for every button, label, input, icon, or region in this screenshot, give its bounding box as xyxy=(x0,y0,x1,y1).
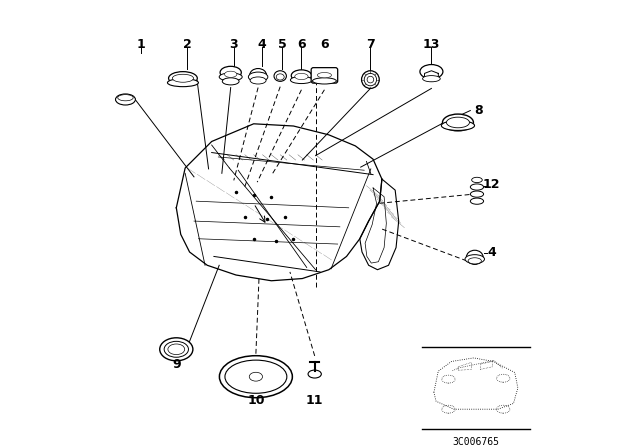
Ellipse shape xyxy=(470,191,484,197)
Ellipse shape xyxy=(219,73,242,81)
Ellipse shape xyxy=(362,71,380,88)
Ellipse shape xyxy=(118,95,133,101)
Ellipse shape xyxy=(442,121,474,130)
Ellipse shape xyxy=(160,338,193,361)
Text: 4: 4 xyxy=(257,38,266,51)
Ellipse shape xyxy=(312,78,337,84)
Ellipse shape xyxy=(248,72,268,82)
Text: 2: 2 xyxy=(183,38,192,51)
Ellipse shape xyxy=(168,344,185,355)
Ellipse shape xyxy=(168,79,198,86)
Text: 7: 7 xyxy=(366,38,375,51)
Text: 8: 8 xyxy=(474,104,483,117)
Text: 12: 12 xyxy=(483,178,500,191)
Ellipse shape xyxy=(220,356,292,398)
Ellipse shape xyxy=(250,77,266,84)
Ellipse shape xyxy=(422,76,440,82)
Ellipse shape xyxy=(317,73,332,78)
Ellipse shape xyxy=(364,73,376,86)
Text: 1: 1 xyxy=(136,38,145,51)
Ellipse shape xyxy=(291,70,312,82)
Ellipse shape xyxy=(249,372,262,381)
Ellipse shape xyxy=(470,198,484,204)
Text: 4: 4 xyxy=(487,246,496,258)
Ellipse shape xyxy=(442,114,474,131)
Ellipse shape xyxy=(168,72,197,85)
Ellipse shape xyxy=(115,94,136,105)
Text: 11: 11 xyxy=(306,394,323,407)
Ellipse shape xyxy=(172,74,193,82)
Ellipse shape xyxy=(222,78,239,85)
Ellipse shape xyxy=(468,258,481,264)
Text: 10: 10 xyxy=(247,394,264,407)
Ellipse shape xyxy=(465,254,484,263)
Ellipse shape xyxy=(470,184,484,190)
Ellipse shape xyxy=(274,71,286,82)
Ellipse shape xyxy=(295,73,308,80)
Ellipse shape xyxy=(250,69,266,82)
Ellipse shape xyxy=(447,117,470,128)
Ellipse shape xyxy=(472,177,483,183)
Ellipse shape xyxy=(367,76,374,83)
Ellipse shape xyxy=(220,66,241,79)
Ellipse shape xyxy=(308,370,321,378)
Text: 6: 6 xyxy=(297,38,306,51)
Ellipse shape xyxy=(225,71,237,78)
Ellipse shape xyxy=(467,250,483,264)
Ellipse shape xyxy=(164,341,188,357)
FancyBboxPatch shape xyxy=(311,68,338,83)
Text: 9: 9 xyxy=(172,358,180,371)
Text: 5: 5 xyxy=(278,38,287,51)
Text: 6: 6 xyxy=(320,38,329,51)
Ellipse shape xyxy=(276,74,284,80)
Ellipse shape xyxy=(291,77,312,84)
Ellipse shape xyxy=(420,65,443,79)
Text: 3: 3 xyxy=(230,38,238,51)
Ellipse shape xyxy=(225,360,287,393)
Text: 13: 13 xyxy=(423,38,440,51)
Text: 3C006765: 3C006765 xyxy=(452,437,499,447)
